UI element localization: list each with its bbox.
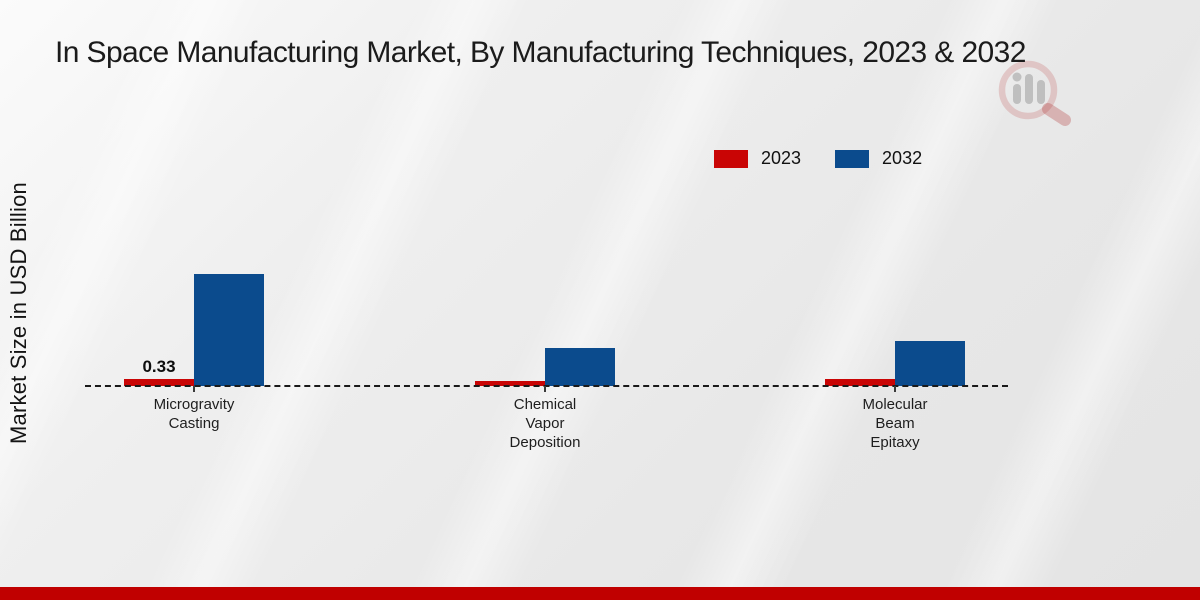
x-axis-tick-microgravity-casting <box>193 386 195 392</box>
bar-2032-molecular-beam-epitaxy <box>895 341 965 386</box>
bar-value-label-2023-microgravity-casting: 0.33 <box>142 357 176 376</box>
legend-label-2023: 2023 <box>761 148 802 168</box>
chart-title: In Space Manufacturing Market, By Manufa… <box>55 36 1026 69</box>
category-label-chemical-vapor-deposition: Chemical Vapor Deposition <box>445 395 645 452</box>
category-label-line: Epitaxy <box>870 434 920 451</box>
bar-2023-chemical-vapor-deposition <box>475 381 545 386</box>
bar-2023-microgravity-casting <box>124 379 194 386</box>
footer-accent-bar <box>0 587 1200 600</box>
legend-item-2023: 2023 <box>714 148 801 169</box>
legend: 2023 2032 <box>714 148 922 169</box>
legend-item-2032: 2032 <box>835 148 922 169</box>
category-label-line: Microgravity <box>153 396 235 413</box>
bar-2032-microgravity-casting <box>194 274 264 386</box>
bar-2023-molecular-beam-epitaxy <box>825 379 895 386</box>
category-label-line: Chemical <box>513 396 577 413</box>
category-label-line: Vapor <box>525 415 565 432</box>
category-label-line: Molecular <box>862 396 928 413</box>
magnifier-bar-chart-icon <box>998 60 1071 126</box>
category-label-microgravity-casting: Microgravity Casting <box>94 395 294 433</box>
x-axis-tick-chemical-vapor-deposition <box>544 386 546 392</box>
legend-swatch-2023-icon <box>714 149 748 168</box>
x-axis-tick-molecular-beam-epitaxy <box>894 386 896 392</box>
legend-label-2032: 2032 <box>882 148 923 168</box>
category-label-line: Deposition <box>509 434 581 451</box>
market-research-watermark-logo-icon <box>995 58 1085 128</box>
legend-swatch-2032-icon <box>835 149 870 168</box>
x-axis-baseline <box>85 385 1008 387</box>
category-label-molecular-beam-epitaxy: Molecular Beam Epitaxy <box>795 395 995 452</box>
category-label-line: Casting <box>168 415 220 432</box>
category-label-line: Beam <box>875 415 915 432</box>
bar-2032-chemical-vapor-deposition <box>545 348 615 386</box>
